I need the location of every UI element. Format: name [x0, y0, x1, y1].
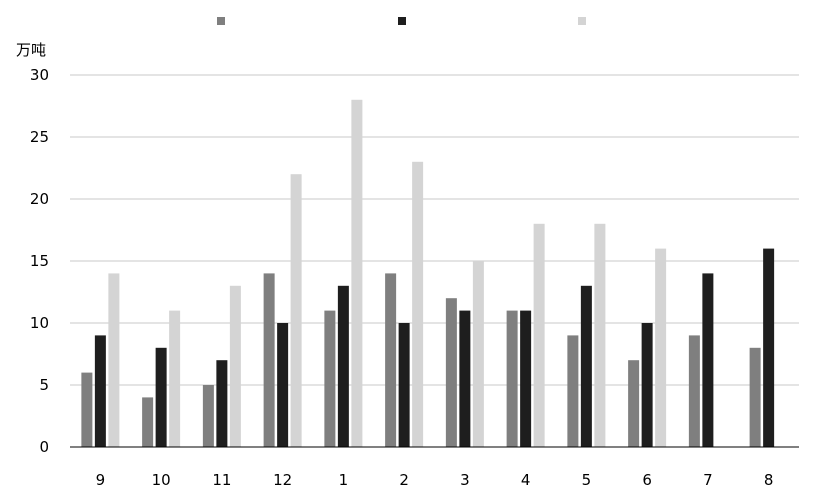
y-tick-label: 0: [39, 438, 49, 456]
bar: [580, 285, 592, 447]
bar: [398, 323, 410, 447]
legend-swatch: [398, 17, 406, 25]
bar: [142, 397, 154, 447]
bar: [688, 335, 700, 447]
x-axis-ticks: 9 10 11 12 1 2 3 4 5 6 7 8: [96, 471, 774, 489]
bar: [412, 161, 424, 448]
bar: [81, 372, 93, 447]
x-tick-label: 2: [399, 471, 409, 489]
bar: [641, 323, 653, 447]
x-tick-label: 1: [339, 471, 349, 489]
bar: [749, 347, 761, 447]
x-tick-label: 9: [96, 471, 106, 489]
bar: [169, 310, 181, 447]
y-tick-label: 30: [30, 66, 49, 84]
y-axis-unit-label: 万吨: [16, 41, 46, 59]
x-tick-label: 3: [460, 471, 470, 489]
bar: [277, 323, 289, 447]
x-tick-label: 4: [521, 471, 531, 489]
bars: [81, 99, 775, 448]
bar: [567, 335, 579, 447]
y-tick-label: 20: [30, 190, 49, 208]
x-tick-label: 12: [273, 471, 292, 489]
bar: [94, 335, 106, 447]
y-axis-ticks: 0 5 10 15 20 25 30: [30, 66, 49, 456]
legend-swatch: [217, 17, 225, 25]
bar: [155, 347, 167, 447]
bar: [385, 273, 397, 447]
gridlines: [70, 74, 799, 386]
bar: [520, 310, 532, 447]
legend-swatch: [578, 17, 586, 25]
bar: [655, 248, 667, 447]
bar: [229, 285, 241, 447]
x-tick-label: 6: [642, 471, 652, 489]
y-tick-label: 5: [39, 376, 49, 394]
y-tick-label: 15: [30, 252, 49, 270]
bar: [108, 273, 120, 447]
x-tick-label: 11: [212, 471, 231, 489]
bar: [445, 298, 457, 447]
y-tick-label: 25: [30, 128, 49, 146]
bar: [337, 285, 349, 447]
x-tick-label: 10: [152, 471, 171, 489]
y-tick-label: 10: [30, 314, 49, 332]
bar: [263, 273, 275, 447]
bar: [763, 248, 775, 447]
bar: [290, 174, 302, 447]
x-tick-label: 7: [703, 471, 713, 489]
bar: [628, 360, 640, 447]
bar: [506, 310, 518, 447]
bar: [472, 261, 484, 447]
legend: [217, 17, 586, 25]
bar: [351, 99, 363, 448]
bar: [702, 273, 714, 447]
bar: [533, 223, 545, 447]
bar: [216, 360, 228, 447]
bar: [594, 223, 606, 447]
bar: [202, 385, 214, 447]
x-tick-label: 8: [764, 471, 774, 489]
x-tick-label: 5: [582, 471, 592, 489]
bar: [324, 310, 336, 447]
bar: [459, 310, 471, 447]
